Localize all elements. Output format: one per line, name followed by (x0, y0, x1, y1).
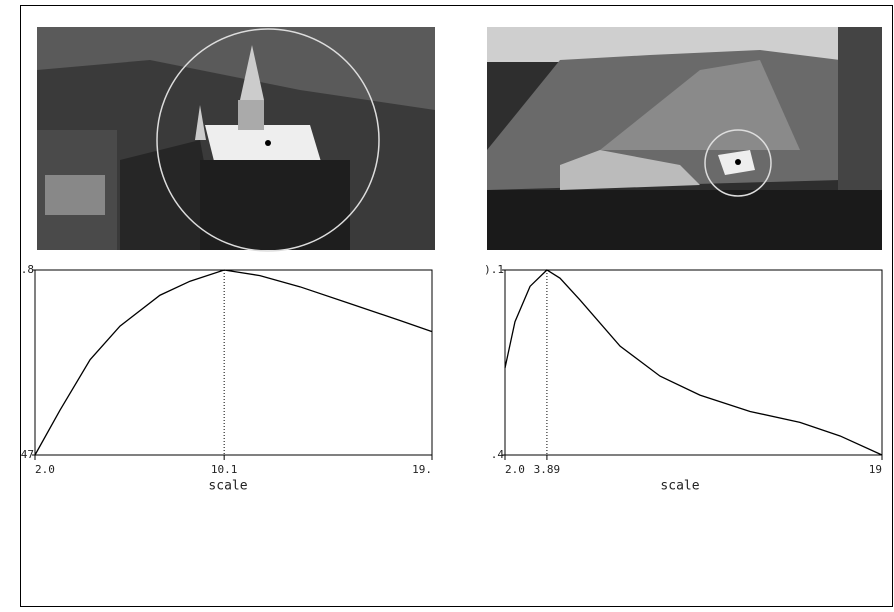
y-tick-label: 47 (21, 448, 34, 461)
plot-frame (504, 269, 883, 456)
x-tick-label: 3.89 (534, 463, 561, 476)
y-tick-label: .8 (21, 263, 34, 276)
x-tick-label: 2.0 (505, 463, 525, 476)
x-axis-label: scale (660, 479, 699, 494)
right-photo (487, 27, 882, 250)
plot-frame (34, 269, 433, 456)
x-tick-label: 19. (412, 463, 432, 476)
x-tick-label: 19 (869, 463, 882, 476)
x-tick-label: 2.0 (35, 463, 55, 476)
y-tick-label: .4 (491, 448, 505, 461)
curve (504, 269, 883, 456)
y-tick-label: ).1 (484, 263, 504, 276)
x-tick-label: 10.1 (211, 463, 238, 476)
left-photo (37, 27, 435, 252)
x-axis-label: scale (208, 479, 247, 494)
curve (34, 269, 433, 456)
